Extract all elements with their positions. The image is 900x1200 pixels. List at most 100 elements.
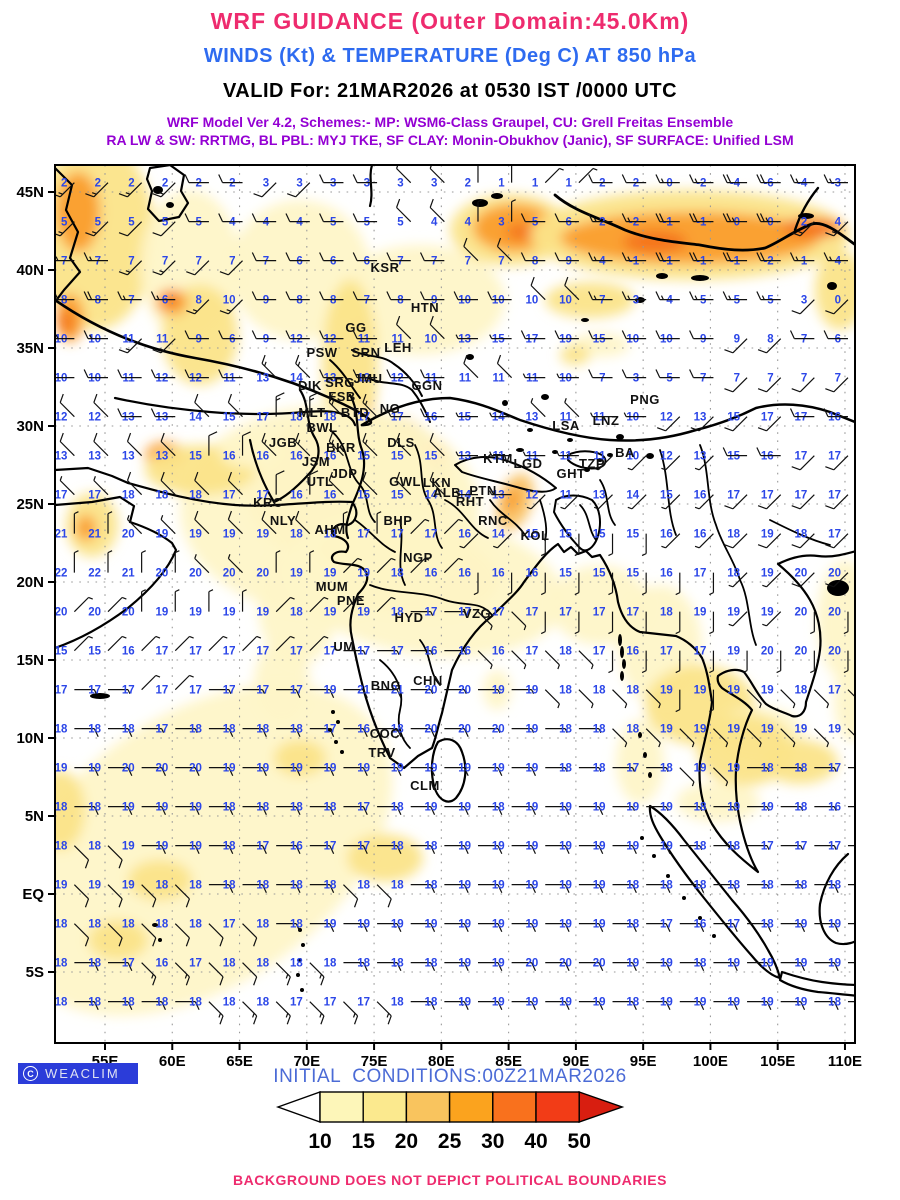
temp-value: 17 <box>660 646 673 658</box>
temp-value: 19 <box>727 802 740 814</box>
wind-barb-shaft <box>732 416 748 432</box>
wind-barb-half <box>829 256 833 261</box>
wind-barb-half <box>261 689 265 694</box>
wind-barb-feather <box>732 923 738 933</box>
wind-barb-feather <box>868 963 872 971</box>
wind-barb-half <box>675 631 681 635</box>
wind-barb-feather <box>219 976 224 986</box>
wind-barb-feather <box>497 806 503 816</box>
wind-barb-half <box>762 584 767 588</box>
wind-barb-half <box>728 295 732 300</box>
temp-value: 0 <box>767 217 773 229</box>
temp-value: 19 <box>357 919 370 931</box>
temp-value: 3 <box>633 373 639 385</box>
temp-value: 8 <box>397 295 404 307</box>
wind-barb-feather <box>757 427 767 432</box>
wind-barb-feather <box>329 767 335 777</box>
wind-barb-half <box>392 923 396 928</box>
wind-barb-feather <box>598 884 604 894</box>
temp-value: 13 <box>88 451 101 463</box>
temp-value: 7 <box>364 295 370 307</box>
coastlines-borders <box>55 165 855 997</box>
lake-blob <box>90 693 110 699</box>
wind-barb-feather <box>160 432 165 442</box>
temp-value: -4 <box>797 178 808 190</box>
wind-barb-half <box>473 592 479 596</box>
wind-barb-feather <box>93 767 99 777</box>
wind-barb-shaft <box>746 728 762 744</box>
temp-value: 18 <box>795 529 808 541</box>
temp-value: 20 <box>828 607 841 619</box>
wind-barb-half <box>830 1001 834 1006</box>
temp-value: 10 <box>660 334 673 346</box>
shading-blob <box>254 640 310 724</box>
wind-barb-half <box>574 553 580 557</box>
temp-value: 17 <box>189 646 202 658</box>
wind-barb-half <box>156 295 160 300</box>
wind-barb-half <box>861 743 863 747</box>
wind-barb-shaft <box>497 363 513 379</box>
wind-barb-feather <box>93 728 99 738</box>
wind-barb-feather <box>659 252 664 261</box>
temp-value: 18 <box>795 685 808 697</box>
temp-value: 16 <box>425 646 438 658</box>
wind-barb-half <box>766 884 770 889</box>
wind-barb-half <box>526 506 532 510</box>
wind-barb-feather <box>319 291 324 300</box>
temp-value: 12 <box>290 334 303 346</box>
temp-value: 19 <box>492 997 505 1009</box>
wind-barb-half <box>593 506 599 510</box>
wind-barb-shaft <box>564 285 580 301</box>
temp-value: 19 <box>559 802 572 814</box>
temp-value: 19 <box>626 802 639 814</box>
wind-barb-shaft <box>732 377 748 393</box>
wind-barb-half <box>522 451 526 456</box>
wind-barb-half <box>522 373 526 378</box>
model-config-line-2: RA LW & SW: RRTMG, BL PBL: MYJ TKE, SF C… <box>106 132 794 148</box>
wind-barb-shaft <box>396 441 412 457</box>
wind-barb-shaft <box>665 494 681 510</box>
wind-barb-feather <box>868 1002 872 1010</box>
temp-value: 17 <box>256 841 269 853</box>
temp-value: 20 <box>425 724 438 736</box>
temp-value: 19 <box>761 529 774 541</box>
wind-barb-feather <box>631 1001 637 1011</box>
temp-value: 20 <box>122 763 135 775</box>
temp-value: 9 <box>734 334 740 346</box>
wind-barb-feather <box>665 923 671 933</box>
temp-value: 19 <box>391 919 404 931</box>
wind-barb-feather <box>689 213 694 222</box>
station-label: DIK <box>298 378 322 393</box>
temp-value: 17 <box>357 529 370 541</box>
temp-value: 18 <box>626 724 639 736</box>
shading-blob <box>59 310 73 334</box>
wind-barb-feather <box>352 330 358 339</box>
wind-barb-half <box>463 689 467 694</box>
wind-barb-feather <box>825 583 835 588</box>
temp-value: 11 <box>223 373 236 385</box>
temp-value: 5 <box>195 217 202 229</box>
wind-barb-half <box>800 767 804 772</box>
temp-value: 19 <box>458 997 471 1009</box>
temp-value: 17 <box>795 451 808 463</box>
shading-blob <box>347 834 423 882</box>
wind-barb-half <box>125 192 131 195</box>
wind-barb-feather <box>55 291 59 300</box>
wind-barb-feather <box>319 369 324 378</box>
temp-value: 16 <box>357 724 370 736</box>
wind-barb-shaft <box>127 221 143 237</box>
wind-barb-feather <box>353 898 359 908</box>
station-label: HYD <box>395 610 424 625</box>
wind-barb-shaft <box>73 845 89 861</box>
station-label: BTD <box>341 405 369 420</box>
wind-barb-feather <box>320 1015 325 1025</box>
wind-barb-shaft <box>160 441 176 457</box>
wind-barb-shaft <box>713 728 728 744</box>
temp-value: 17 <box>290 997 303 1009</box>
temp-value: 20 <box>425 685 438 697</box>
temp-value: 19 <box>559 919 572 931</box>
temp-value: 9 <box>263 334 269 346</box>
wind-barb-feather <box>430 923 436 933</box>
disclaimer-line: BACKGROUND DOES NOT DEPICT POLITICAL BOU… <box>233 1172 667 1188</box>
